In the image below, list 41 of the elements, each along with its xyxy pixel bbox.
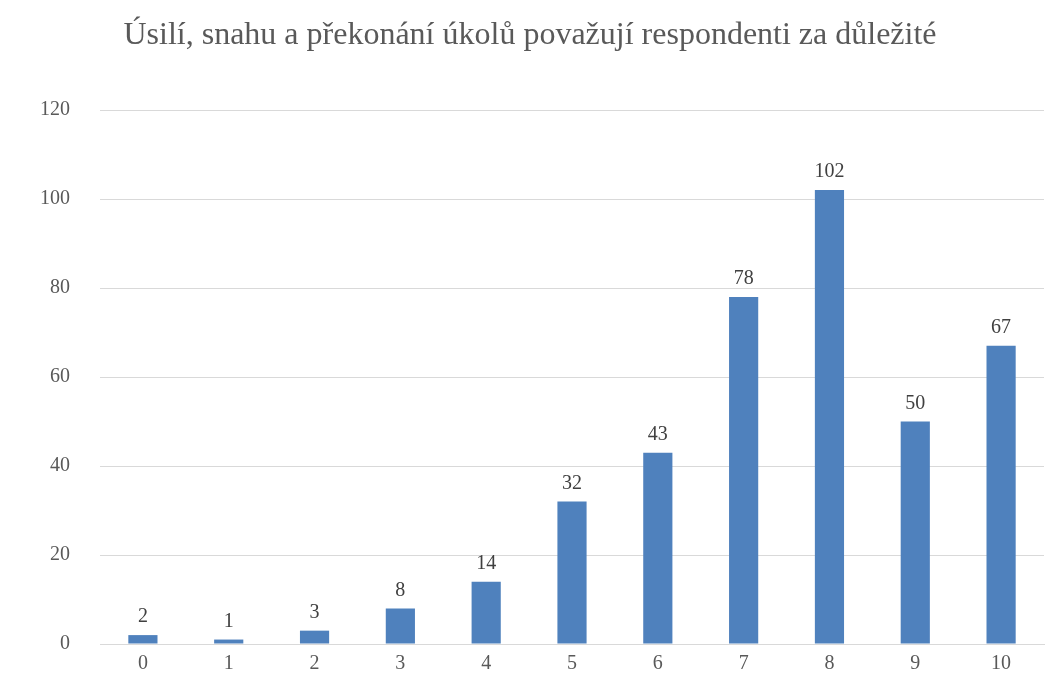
x-tick-label: 7 — [738, 651, 749, 674]
x-tick-label: 10 — [991, 651, 1012, 674]
data-label: 8 — [395, 577, 406, 600]
data-label: 2 — [137, 604, 148, 627]
data-label: 1 — [223, 608, 234, 631]
data-label: 67 — [991, 315, 1012, 338]
bar — [900, 421, 930, 644]
x-tick-label: 6 — [652, 651, 663, 674]
bar — [214, 639, 244, 644]
bar — [299, 630, 330, 644]
x-tick-label: 4 — [481, 651, 492, 674]
x-tick-label: 9 — [910, 651, 921, 674]
x-tick-label: 3 — [395, 651, 406, 674]
x-tick-label: 1 — [223, 651, 234, 674]
y-tick-label: 60 — [50, 364, 70, 387]
y-tick-label: 20 — [50, 542, 70, 565]
x-tick-label: 5 — [567, 651, 577, 674]
data-label: 32 — [562, 470, 582, 493]
y-tick-label: 100 — [40, 186, 70, 209]
data-label: 102 — [814, 159, 845, 182]
data-label: 78 — [733, 266, 754, 289]
data-label: 14 — [476, 550, 497, 573]
y-tick-label: 120 — [40, 97, 70, 120]
data-label: 50 — [905, 390, 926, 413]
bar — [128, 635, 158, 644]
x-tick-label: 2 — [309, 651, 320, 674]
bar — [643, 452, 673, 644]
y-tick-label: 80 — [50, 275, 70, 298]
bar — [814, 190, 845, 644]
y-tick-label: 40 — [50, 453, 70, 476]
bar — [471, 581, 501, 644]
bar — [385, 608, 415, 644]
bar — [729, 296, 759, 644]
bar — [986, 345, 1016, 644]
x-tick-label: 0 — [137, 651, 148, 674]
chart-title: Úsilí, snahu a překonání úkolů považují respondenti za důležité — [122, 14, 938, 53]
data-label: 3 — [309, 599, 320, 622]
bar — [557, 501, 587, 644]
data-label: 43 — [647, 421, 668, 444]
x-tick-label: 8 — [824, 651, 835, 674]
y-tick-label: 0 — [60, 631, 70, 654]
